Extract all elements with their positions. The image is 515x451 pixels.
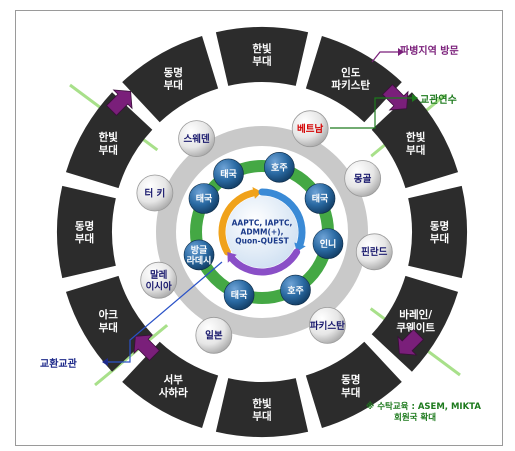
outer-unit-label: 한빛 bbox=[252, 397, 272, 410]
outer-unit-tile bbox=[65, 92, 153, 189]
middle-country-label: 말레 bbox=[150, 269, 167, 281]
inner-country-label: 태국 bbox=[312, 193, 329, 205]
outer-unit-tile bbox=[371, 275, 459, 372]
exchange-connector bbox=[108, 261, 223, 363]
inner-country-ball bbox=[213, 158, 244, 190]
outer-unit-label: 아크 bbox=[99, 308, 119, 321]
outer-unit-label: 바레인/ bbox=[399, 308, 432, 321]
outer-unit-label: 부대 bbox=[252, 410, 271, 423]
footnote-line-2: 회원국 확대 bbox=[394, 413, 437, 423]
outer-unit-label: 부대 bbox=[164, 78, 183, 91]
inner-country-ball bbox=[312, 228, 344, 259]
outer-unit-label: 부대 bbox=[99, 143, 118, 156]
inner-country-ball bbox=[188, 183, 220, 214]
outer-unit-label: 부대 bbox=[252, 55, 271, 68]
inner-country-label: 태국 bbox=[220, 168, 237, 180]
inner-country-ball bbox=[183, 239, 215, 271]
outer-unit-label: 서부 bbox=[164, 373, 184, 386]
dispatch-visit-label: 파병지역 방문 bbox=[400, 46, 459, 57]
outer-unit-tile bbox=[122, 35, 219, 123]
outer-unit-label: 동명 bbox=[164, 66, 183, 79]
outer-unit-tile bbox=[122, 341, 219, 429]
outer-unit-label: 한빛 bbox=[99, 131, 119, 144]
inner-country-label: 라데시 bbox=[187, 255, 212, 267]
outer-unit-tile bbox=[215, 378, 309, 437]
outer-unit-label: 쿠웨이트 bbox=[396, 321, 435, 334]
middle-country-label: 파키스탄 bbox=[310, 320, 345, 332]
middle-country-label: 이시아 bbox=[146, 280, 172, 292]
outer-unit-label: 부대 bbox=[99, 321, 118, 334]
grey-ring bbox=[156, 126, 368, 338]
middle-country-ball bbox=[195, 316, 233, 354]
outer-unit-label: 파키스탄 bbox=[331, 78, 370, 91]
purple-arrow-icon bbox=[397, 328, 425, 356]
inner-country-ball bbox=[280, 274, 311, 306]
outer-unit-label: 동명 bbox=[430, 219, 449, 232]
purple-arrow-icon bbox=[381, 83, 409, 111]
outer-unit-label: 동명 bbox=[341, 373, 360, 386]
center-hub: AAPTC, IAPTC,ADMM(+),Quon-QUEST bbox=[218, 187, 306, 276]
inner-country-ball bbox=[304, 183, 336, 214]
outer-unit-tile bbox=[56, 185, 116, 279]
purple-arrow-icon bbox=[105, 89, 133, 117]
center-label: Quon-QUEST bbox=[235, 237, 289, 246]
inner-country-label: 태국 bbox=[231, 289, 248, 301]
exchange-arrowhead bbox=[102, 358, 108, 366]
outer-ring-units: 한빛부대인도파키스탄한빛부대동명부대바레인/쿠웨이트동명부대한빛부대서부사하라아… bbox=[56, 26, 467, 437]
outer-unit-label: 부대 bbox=[75, 232, 94, 245]
training-connector bbox=[330, 97, 412, 129]
outer-unit-tile bbox=[305, 35, 402, 123]
outer-unit-label: 부대 bbox=[430, 232, 449, 245]
outer-unit-tile bbox=[305, 341, 402, 429]
middle-country-ball bbox=[178, 120, 216, 158]
outer-unit-tile bbox=[371, 92, 459, 189]
middle-country-label: 몽골 bbox=[354, 174, 372, 185]
dispatch-visit-connector bbox=[371, 51, 398, 63]
middle-country-label: 터 키 bbox=[144, 187, 165, 199]
purple-arrow-icon bbox=[133, 334, 161, 362]
outer-unit-label: 부대 bbox=[406, 143, 425, 156]
footnote-line-1: ※ 수탁교육 : ASEM, MIKTA bbox=[366, 402, 481, 412]
outer-unit-label: 부대 bbox=[341, 386, 360, 399]
inner-country-label: 태국 bbox=[196, 193, 213, 205]
center-label: AAPTC, IAPTC, bbox=[232, 219, 293, 228]
middle-country-label: 스웨덴 bbox=[183, 133, 209, 145]
dispatch-visit-arrowhead bbox=[398, 48, 404, 56]
footnote: ※ 수탁교육 : ASEM, MIKTA 회원국 확대 bbox=[366, 402, 496, 424]
inner-country-label: 호주 bbox=[271, 163, 288, 174]
inner-country-label: 인니 bbox=[320, 238, 337, 250]
outer-unit-tile bbox=[408, 185, 467, 279]
outer-unit-label: 한빛 bbox=[252, 42, 272, 55]
inner-country-label: 호주 bbox=[287, 285, 304, 296]
outer-unit-label: 한빛 bbox=[406, 131, 426, 144]
outer-unit-label: 인도 bbox=[341, 66, 361, 79]
middle-country-label: 핀란드 bbox=[361, 246, 387, 258]
middle-country-label: 일본 bbox=[205, 330, 223, 342]
cycle-arrows-icon bbox=[218, 187, 306, 276]
outer-unit-label: 사하라 bbox=[159, 386, 188, 399]
middle-country-ball bbox=[344, 160, 382, 197]
training-arrowhead bbox=[412, 94, 418, 102]
middle-country-ball bbox=[291, 110, 329, 148]
inner-country-label: 방글 bbox=[191, 244, 208, 256]
exchange-label: 교환교관 bbox=[40, 359, 77, 370]
connector-arrows bbox=[102, 48, 425, 366]
middle-country-ball bbox=[308, 306, 346, 344]
center-hub-disc bbox=[226, 196, 298, 268]
inner-country-ball bbox=[223, 279, 255, 311]
middle-country-ball bbox=[136, 174, 174, 212]
outer-unit-tile bbox=[65, 275, 153, 372]
middle-country-ball bbox=[140, 261, 178, 299]
outer-unit-tile bbox=[215, 26, 309, 86]
middle-country-ball bbox=[355, 233, 393, 271]
outer-unit-label: 동명 bbox=[75, 219, 94, 232]
middle-country-label: 베트남 bbox=[297, 123, 323, 135]
center-label: ADMM(+), bbox=[241, 228, 284, 237]
training-label: 교관연수 bbox=[420, 95, 457, 106]
inner-country-ball bbox=[264, 151, 295, 183]
